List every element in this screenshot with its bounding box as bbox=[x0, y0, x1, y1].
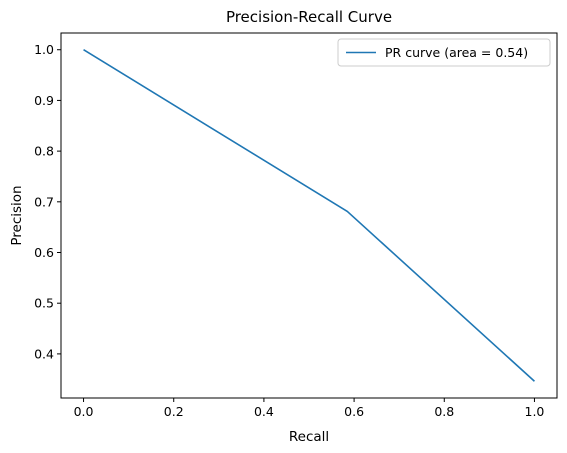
x-tick-label: 1.0 bbox=[525, 404, 545, 419]
y-tick-label: 0.5 bbox=[34, 296, 54, 311]
x-axis-label: Recall bbox=[289, 429, 329, 445]
x-tick-label: 0.0 bbox=[74, 404, 94, 419]
y-tick-label: 0.8 bbox=[34, 144, 54, 159]
series-layer bbox=[83, 49, 535, 382]
y-tick-label: 0.7 bbox=[34, 194, 54, 209]
x-tick-label: 0.6 bbox=[344, 404, 364, 419]
y-tick-label: 1.0 bbox=[34, 42, 54, 57]
legend-box bbox=[337, 38, 551, 67]
y-axis-label: Precision bbox=[9, 185, 25, 245]
y-axis-ticks: 0.4 0.5 0.6 0.7 0.8 0.9 1.0 bbox=[34, 42, 61, 361]
y-tick-label: 0.4 bbox=[34, 346, 54, 361]
y-tick-label: 0.6 bbox=[34, 245, 54, 260]
x-tick-label: 0.4 bbox=[254, 404, 274, 419]
legend: PR curve (area = 0.54) bbox=[337, 38, 551, 67]
chart-title: Precision-Recall Curve bbox=[226, 8, 392, 26]
x-axis-ticks: 0.0 0.2 0.4 0.6 0.8 1.0 bbox=[74, 398, 545, 419]
x-tick-label: 0.2 bbox=[164, 404, 184, 419]
x-tick-label: 0.8 bbox=[434, 404, 454, 419]
pr-curve-line bbox=[83, 49, 535, 382]
y-tick-label: 0.9 bbox=[34, 93, 54, 108]
plot-frame bbox=[60, 32, 558, 399]
plot-area bbox=[61, 33, 557, 398]
legend-label: PR curve (area = 0.54) bbox=[385, 45, 528, 60]
